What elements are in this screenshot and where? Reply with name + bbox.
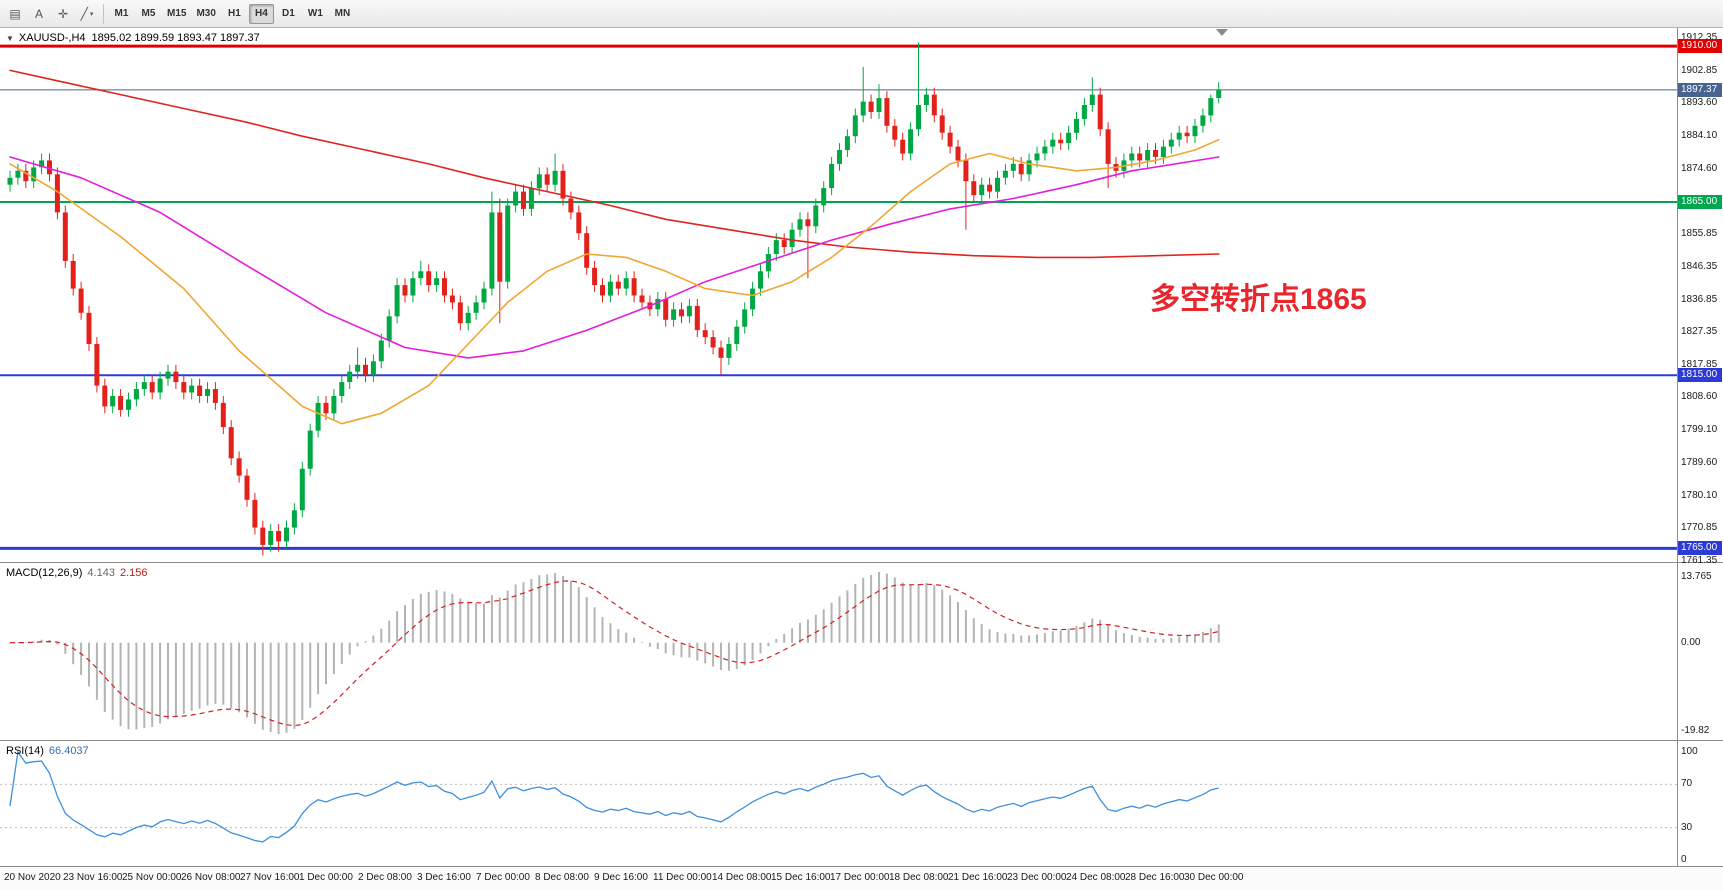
price-axis-label: 1808.60 bbox=[1681, 391, 1718, 403]
timeframe-h1[interactable]: H1 bbox=[228, 8, 241, 19]
rsi-axis-label: 30 bbox=[1681, 821, 1693, 833]
time-axis-label: 21 Dec 16:00 bbox=[948, 872, 1008, 883]
timeframe-h4[interactable]: H4 bbox=[248, 3, 274, 24]
macd-name: MACD(12,26,9) bbox=[6, 567, 83, 579]
price-axis-label: 1855.85 bbox=[1681, 227, 1718, 239]
time-axis-label: 25 Nov 00:00 bbox=[122, 872, 182, 883]
text-label-icon[interactable]: A bbox=[34, 6, 43, 21]
dropdown-caret-icon: ▾ bbox=[89, 10, 94, 18]
time-axis-label: 20 Nov 2020 bbox=[4, 872, 61, 883]
time-axis-label: 23 Nov 16:00 bbox=[63, 872, 123, 883]
price-axis-label: 1780.10 bbox=[1681, 490, 1718, 502]
rsi-axis-label: 0 bbox=[1681, 854, 1687, 865]
time-axis-label: 8 Dec 08:00 bbox=[535, 872, 589, 883]
time-axis-label: 30 Dec 00:00 bbox=[1184, 872, 1244, 883]
price-badge-1765.00: 1765.00 bbox=[1678, 541, 1722, 556]
rsi-name: RSI(14) bbox=[6, 745, 44, 757]
price-axis-label: 1761.35 bbox=[1681, 555, 1718, 566]
toolbar: ▤ A ✛ ╱ ▾ M1 M5 M15 M30 H1 H4 D1 W1 MN bbox=[0, 0, 1723, 28]
time-axis-label: 2 Dec 08:00 bbox=[358, 872, 412, 883]
time-axis-label: 15 Dec 16:00 bbox=[771, 872, 831, 883]
price-axis-label: 1799.10 bbox=[1681, 424, 1718, 436]
timeframe-m30[interactable]: M30 bbox=[196, 8, 216, 19]
price-axis-label: 1874.60 bbox=[1681, 162, 1718, 174]
chart-title: ▼ XAUUSD-,H4 1895.02 1899.59 1893.47 1897.… bbox=[6, 32, 260, 44]
timeframe-m5[interactable]: M5 bbox=[141, 8, 156, 19]
macd-axis-label: 0.00 bbox=[1681, 636, 1701, 648]
price-axis-label: 1846.35 bbox=[1681, 260, 1718, 272]
draw-tools-icon[interactable]: ╱ ▾ bbox=[80, 6, 94, 21]
price-axis-label: 1836.85 bbox=[1681, 293, 1718, 305]
rsi-axis-label: 70 bbox=[1681, 778, 1693, 790]
chart-annotation: 多空转折点1865 bbox=[1150, 283, 1367, 316]
price-axis-label: 1893.60 bbox=[1681, 96, 1718, 108]
time-axis-label: 23 Dec 00:00 bbox=[1007, 872, 1067, 883]
rsi-value: 66.4037 bbox=[48, 745, 89, 757]
time-axis-label: 7 Dec 00:00 bbox=[476, 872, 530, 883]
time-axis-label: 24 Dec 08:00 bbox=[1066, 872, 1126, 883]
time-axis-label: 3 Dec 16:00 bbox=[417, 872, 471, 883]
timeframe-m15[interactable]: M15 bbox=[167, 8, 187, 19]
time-axis-strip[interactable] bbox=[0, 867, 1723, 890]
time-axis-label: 9 Dec 16:00 bbox=[594, 872, 648, 883]
timeframe-w1[interactable]: W1 bbox=[307, 8, 323, 19]
time-axis-label: 14 Dec 08:00 bbox=[712, 872, 772, 883]
time-axis-label: 11 Dec 00:00 bbox=[653, 872, 712, 883]
price-axis-label: 1789.60 bbox=[1681, 457, 1718, 469]
toolbar-icon-group: ▤ A ✛ ╱ ▾ bbox=[4, 3, 98, 25]
price-badge-1897.37: 1897.37 bbox=[1678, 82, 1722, 97]
time-axis-label: 1 Dec 00:00 bbox=[299, 872, 353, 883]
timeframe-d1[interactable]: D1 bbox=[282, 8, 295, 19]
chart-collapse-icon[interactable]: ▼ bbox=[6, 34, 14, 43]
price-axis-label: 1902.85 bbox=[1681, 64, 1718, 76]
time-axis-label: 28 Dec 16:00 bbox=[1125, 872, 1185, 883]
price-badge-1815.00: 1815.00 bbox=[1678, 368, 1722, 383]
price-axis-label: 1770.85 bbox=[1681, 522, 1718, 534]
price-badge-1910.00: 1910.00 bbox=[1678, 39, 1722, 54]
time-axis-label: 27 Nov 16:00 bbox=[240, 872, 300, 883]
price-badge-1865.00: 1865.00 bbox=[1678, 195, 1722, 209]
chart-ohlc-text: 1895.02 1899.59 1893.47 1897.37 bbox=[91, 32, 260, 44]
macd-axis-label: 13.765 bbox=[1681, 571, 1712, 582]
price-axis-label: 1884.10 bbox=[1681, 129, 1718, 141]
rsi-pane-label: RSI(14) 66.4037 bbox=[6, 745, 89, 757]
price-axis-label: 1817.85 bbox=[1681, 359, 1718, 371]
time-axis-label: 26 Nov 08:00 bbox=[181, 872, 241, 883]
timeframe-group: M1 M5 M15 M30 H1 H4 D1 W1 MN bbox=[109, 3, 355, 24]
price-axis-label: 1827.35 bbox=[1681, 326, 1718, 338]
time-axis-label: 17 Dec 00:00 bbox=[830, 872, 890, 883]
crosshair-icon[interactable]: ✛ bbox=[57, 6, 69, 21]
price-axis-label: 1912.35 bbox=[1681, 32, 1718, 43]
macd-main-value: 4.143 bbox=[87, 567, 115, 579]
macd-pane-label: MACD(12,26,9) 4.143 2.156 bbox=[6, 567, 147, 579]
toolbar-separator bbox=[103, 3, 104, 24]
macd-signal-value: 2.156 bbox=[119, 567, 148, 579]
chart-symbol-text: XAUUSD-,H4 bbox=[18, 32, 86, 44]
chart-window-icon[interactable]: ▤ bbox=[9, 6, 21, 21]
time-axis-label: 18 Dec 08:00 bbox=[889, 872, 949, 883]
timeframe-m1[interactable]: M1 bbox=[114, 8, 129, 19]
macd-axis-label: -19.82 bbox=[1681, 725, 1710, 736]
timeframe-mn[interactable]: MN bbox=[334, 8, 351, 19]
rsi-axis-label: 100 bbox=[1681, 746, 1698, 757]
